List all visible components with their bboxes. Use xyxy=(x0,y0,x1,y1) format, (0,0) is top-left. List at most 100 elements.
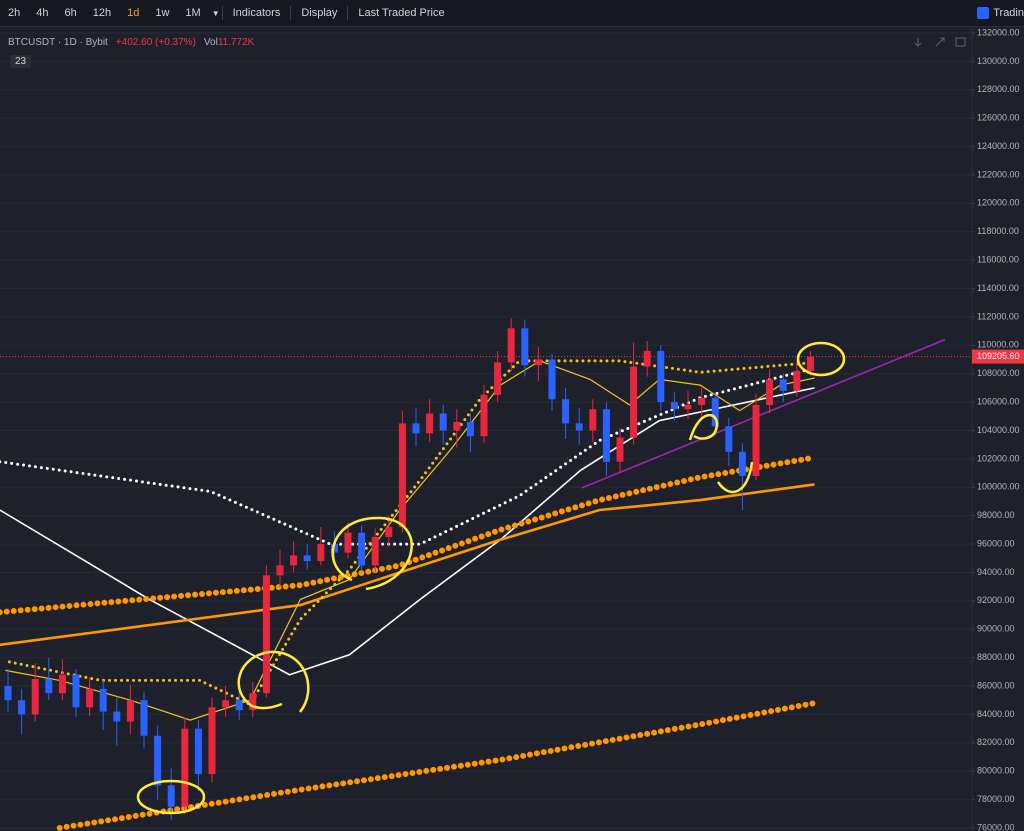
candle-body xyxy=(31,678,39,715)
volume-value: 11.772K xyxy=(217,37,255,48)
candle-body xyxy=(181,728,189,807)
y-tick-label: 128000.00 xyxy=(977,84,1020,94)
symbol: BTCUSDT · 1D · Bybit xyxy=(8,37,108,48)
y-tick-label: 96000.00 xyxy=(977,538,1015,548)
y-tick-label: 92000.00 xyxy=(977,595,1015,605)
candle-body xyxy=(521,328,529,366)
y-tick-label: 102000.00 xyxy=(977,453,1020,463)
candle-body xyxy=(602,409,610,462)
candle-body xyxy=(235,700,243,711)
candle-body xyxy=(86,688,94,708)
indicator-line xyxy=(56,700,818,831)
y-tick-label: 76000.00 xyxy=(977,822,1015,831)
separator xyxy=(290,6,292,20)
chart-controls xyxy=(914,37,966,47)
y-tick-label: 100000.00 xyxy=(977,482,1020,492)
separator xyxy=(347,6,349,20)
y-tick-label: 124000.00 xyxy=(977,141,1020,151)
y-tick-label: 110000.00 xyxy=(977,340,1019,350)
menu-button[interactable]: Display xyxy=(301,7,338,19)
indicator-line xyxy=(5,360,815,721)
candle-body xyxy=(262,575,270,694)
candle-body xyxy=(752,404,760,476)
candle-body xyxy=(371,536,379,566)
candle-body xyxy=(72,674,80,708)
y-tick-label: 84000.00 xyxy=(977,709,1015,719)
y-tick-label: 90000.00 xyxy=(977,624,1015,634)
y-tick-label: 114000.00 xyxy=(977,283,1019,293)
y-tick-label: 120000.00 xyxy=(977,198,1020,208)
candle-body xyxy=(630,366,638,438)
candle-body xyxy=(806,356,814,371)
candle-body xyxy=(562,399,570,424)
y-tick-label: 82000.00 xyxy=(977,737,1015,747)
control-icon[interactable] xyxy=(935,37,945,47)
volume: Vol11.772K xyxy=(204,37,254,48)
y-tick-label: 78000.00 xyxy=(977,794,1015,804)
candle-body xyxy=(480,395,488,437)
candle-body xyxy=(222,700,230,708)
y-tick-label: 132000.00 xyxy=(977,27,1020,37)
candle-body xyxy=(140,700,148,736)
timeframe-button[interactable]: 4h xyxy=(36,7,49,19)
timeframe-menu-caret[interactable]: ▼ xyxy=(211,8,220,18)
price-label: 109205.60 xyxy=(977,351,1020,361)
y-tick-label: 130000.00 xyxy=(977,56,1020,66)
candle-body xyxy=(426,413,434,434)
y-tick-label: 118000.00 xyxy=(977,226,1019,236)
annotation-circle xyxy=(136,779,206,815)
candle-body xyxy=(398,423,406,528)
brand: Tradin xyxy=(977,0,1024,26)
candle-body xyxy=(575,423,583,431)
candle-body xyxy=(290,555,298,566)
candle-body xyxy=(154,735,162,786)
timeframe-button[interactable]: 6h xyxy=(64,7,77,19)
timeframe-button[interactable]: 12h xyxy=(92,7,112,19)
candle-body xyxy=(670,402,678,410)
candle-body xyxy=(330,544,338,553)
candle-body xyxy=(657,351,665,403)
candle-body xyxy=(589,409,597,431)
candles xyxy=(4,318,814,820)
indicator-badge[interactable]: 23 xyxy=(10,55,32,68)
y-tick-label: 104000.00 xyxy=(977,425,1020,435)
candle-body xyxy=(779,379,787,391)
y-tick-label: 106000.00 xyxy=(977,396,1020,406)
timeframe-button[interactable]: 1w xyxy=(155,7,170,19)
y-tick-label: 108000.00 xyxy=(977,368,1020,378)
candle-body xyxy=(684,404,692,410)
indicator-line xyxy=(0,366,816,546)
candle-body xyxy=(616,437,624,462)
control-icon[interactable] xyxy=(955,37,966,47)
legend: BTCUSDT · 1D · Bybit +402.60 (+0.37%) Vo… xyxy=(8,37,254,48)
candle-body xyxy=(4,686,12,701)
menu-button[interactable]: Indicators xyxy=(232,7,281,19)
timeframe-button[interactable]: 1d xyxy=(127,7,140,19)
price-change: +402.60 (+0.37%) xyxy=(115,37,196,48)
indicator-line xyxy=(0,454,818,616)
y-tick-label: 80000.00 xyxy=(977,766,1015,776)
separator xyxy=(221,6,223,20)
candle-body xyxy=(494,362,502,396)
candle-body xyxy=(18,700,26,715)
indicator-line xyxy=(0,483,815,647)
candle-body xyxy=(711,397,719,427)
candle-body xyxy=(725,426,733,452)
indicator-line xyxy=(581,338,946,489)
candle-body xyxy=(793,370,801,391)
candle-body xyxy=(507,328,515,363)
candle-body xyxy=(249,693,257,711)
candle-body xyxy=(412,423,420,434)
timeframe-button[interactable]: 2h xyxy=(8,7,21,19)
indicator-line xyxy=(7,359,816,707)
y-tick-label: 112000.00 xyxy=(977,311,1019,321)
candle-body xyxy=(534,359,542,366)
candle-body xyxy=(643,351,651,367)
timeframe-button[interactable]: 1M xyxy=(185,7,201,19)
menu-button[interactable]: Last Traded Price xyxy=(358,7,445,19)
control-icon[interactable] xyxy=(914,38,922,47)
annotation-circle xyxy=(688,413,719,441)
